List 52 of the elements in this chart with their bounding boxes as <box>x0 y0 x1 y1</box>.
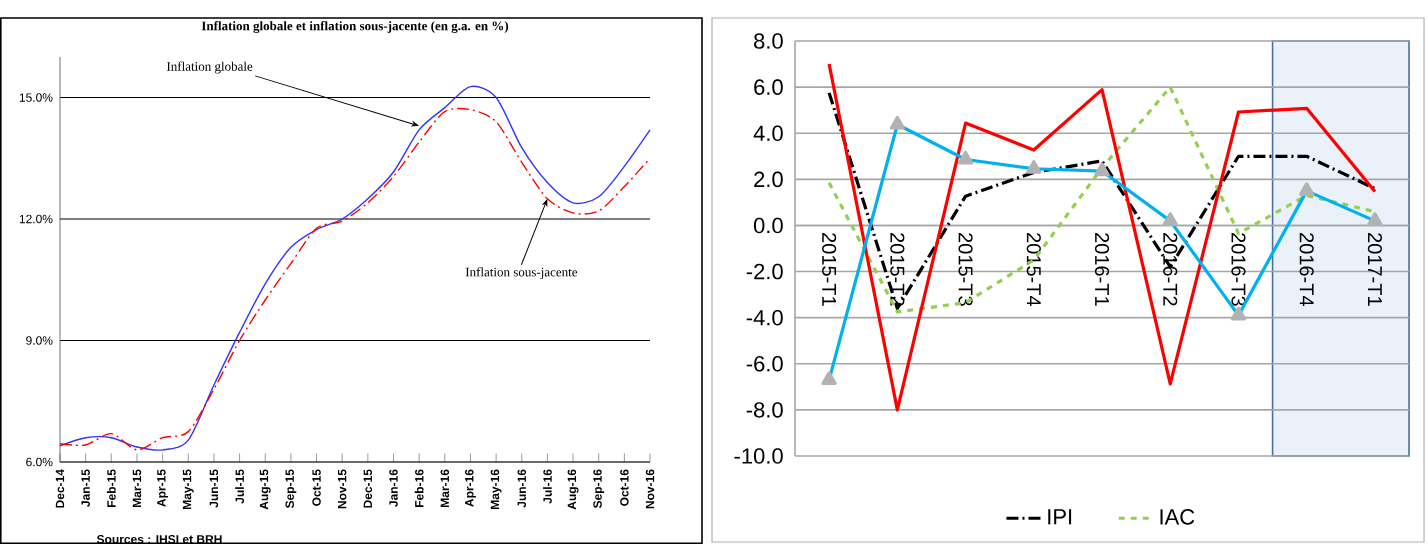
x-tick-label: Feb-15 <box>106 469 116 507</box>
x-tick-label: Mar-16 <box>440 469 450 507</box>
annotation: Inflation globale <box>166 61 253 74</box>
x-tick-label: Oct-16 <box>620 469 629 506</box>
x-tick-label: Nov-16 <box>645 469 655 509</box>
x-tick-label: Aug-15 <box>259 469 271 510</box>
x-tick-label: Feb-16 <box>414 469 424 507</box>
y-tick-label: 9.0% <box>26 336 53 345</box>
x-tick-label: Sep-15 <box>285 469 297 508</box>
y-tick-label: 15.0% <box>19 93 53 102</box>
x-tick-label: Mar-15 <box>132 469 142 507</box>
x-tick-label: Dec-14 <box>55 469 65 508</box>
legend-label: IPI <box>1048 509 1072 525</box>
y-tick-label: 8.0 <box>754 33 783 49</box>
x-tick-label: Nov-15 <box>338 469 347 509</box>
x-tick-label: 2015-T4 <box>1026 233 1041 306</box>
y-tick-label: -8.0 <box>746 402 783 418</box>
x-tick-label: 2015-T2 <box>890 233 905 306</box>
x-tick-label: Jun-16 <box>517 469 527 508</box>
legend-label: IAC <box>1160 508 1195 525</box>
y-tick-label: 6.0% <box>26 457 53 467</box>
y-tick-label: 2.0 <box>754 171 783 188</box>
x-tick-label: 2015-T1 <box>822 233 837 306</box>
y-tick-label: -4.0 <box>746 309 783 326</box>
x-tick-label: 2016-T2 <box>1163 233 1178 306</box>
x-tick-label: Dec-15 <box>363 469 373 508</box>
x-tick-label: Jan-16 <box>389 469 398 507</box>
x-tick-label: 2015-T3 <box>958 233 973 306</box>
y-tick-label: -2.0 <box>746 263 783 280</box>
x-tick-label: May-16 <box>490 469 502 509</box>
y-tick-label: 6.0 <box>754 79 783 95</box>
x-tick-label: Jan-15 <box>81 469 90 507</box>
y-tick-label: -10.0 <box>734 448 783 464</box>
x-tick-label: Sep-16 <box>593 469 605 508</box>
x-tick-label: 2016-T4 <box>1299 233 1314 306</box>
y-tick-label: 4.0 <box>753 125 783 141</box>
x-tick-label: Jun-15 <box>209 469 219 508</box>
x-tick-label: Oct-15 <box>312 469 321 506</box>
y-tick-label: -6.0 <box>746 355 783 372</box>
x-tick-label: Apr-15 <box>157 469 168 507</box>
x-tick-label: 2016-T1 <box>1094 233 1110 306</box>
x-tick-label: 2016-T3 <box>1231 233 1246 306</box>
y-tick-label: 12.0% <box>19 214 53 224</box>
x-tick-label: Aug-16 <box>567 469 579 510</box>
chart-title: Inflation globale et inflation sous-jacente (en g.a. en %) <box>201 20 509 33</box>
x-tick-label: Jul-16 <box>542 469 552 504</box>
x-tick-label: Jul-15 <box>235 469 244 504</box>
y-tick-label: 0.0 <box>753 217 783 234</box>
x-tick-label: May-15 <box>182 469 194 509</box>
x-tick-label: 2017-T1 <box>1367 233 1382 306</box>
x-tick-label: Apr-16 <box>465 469 476 507</box>
annotation: Inflation sous-jacente <box>465 267 578 279</box>
